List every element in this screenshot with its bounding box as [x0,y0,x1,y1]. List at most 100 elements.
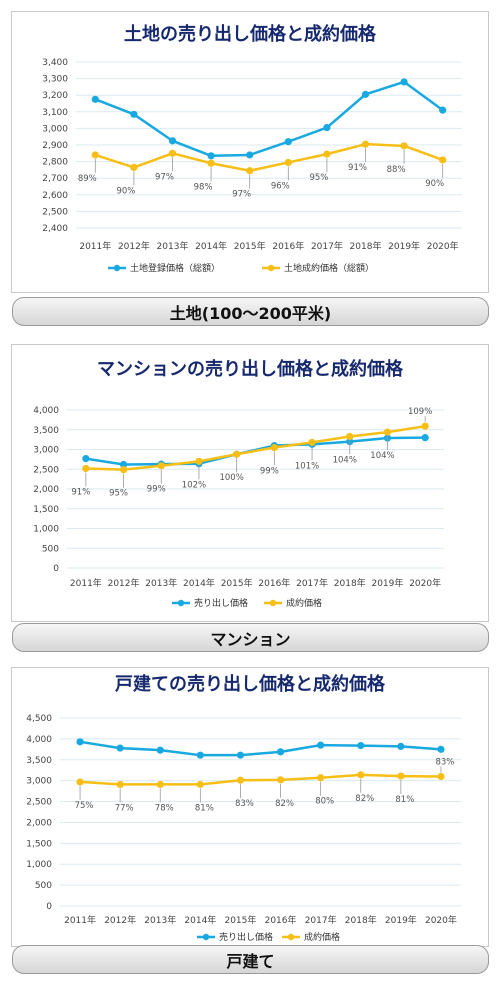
data-point-1 [76,738,84,746]
data-point-2 [357,771,365,779]
ratio-label: 100% [219,473,243,483]
y-tick-label: 3,500 [33,426,59,436]
x-tick-label: 2013年 [157,240,189,252]
data-point-2 [270,443,278,452]
ratio-label: 82% [275,799,294,809]
data-point-2 [195,457,203,465]
legend-marker [269,599,277,607]
x-tick-label: 2017年 [305,914,337,926]
y-tick-label: 500 [42,544,59,554]
series-line-1 [79,740,442,757]
data-point-1 [82,454,90,463]
y-tick-label: 3,400 [42,58,68,68]
ratio-label: 97% [155,172,174,182]
ratio-label: 88% [387,165,406,175]
data-point-1 [397,742,405,751]
section-label-land: 土地(100〜200平米) [12,297,489,326]
x-tick-label: 2016年 [258,577,290,589]
data-point-2 [236,776,245,784]
series-line-2 [85,424,426,471]
data-point-1 [91,95,99,103]
data-point-2 [207,159,215,167]
y-tick-label: 1,000 [33,525,59,535]
x-tick-label: 2013年 [145,577,177,589]
ratio-label: 99% [260,467,279,477]
x-tick-label: 2012年 [118,240,150,252]
y-tick-label: 3,000 [42,124,68,134]
y-tick-label: 4,500 [26,714,52,724]
ratio-label: 82% [355,794,374,804]
ratio-label: 81% [395,795,414,805]
data-point-2 [119,466,128,474]
legend-marker [177,599,185,607]
y-tick-label: 2,500 [33,465,59,475]
data-point-2 [383,428,392,436]
chart-panel-mansion: マンションの売り出し価格と成約価格 0 500 1,000 1,500 2,000 2,50… [11,344,489,622]
data-point-1 [156,746,164,754]
ratio-label: 81% [195,803,214,813]
y-tick-label: 1,500 [33,505,59,515]
y-tick-label: 3,100 [42,108,68,118]
y-tick-label: 2,000 [26,818,52,828]
y-tick-label: 2,800 [42,158,68,168]
ratio-label: 109% [408,407,432,417]
data-point-1 [207,152,215,160]
x-tick-label: 2019年 [385,914,417,926]
series-line-1 [94,80,444,158]
ratio-label: 91% [71,487,90,497]
data-point-2 [400,142,408,150]
y-tick-label: 2,600 [42,191,68,201]
y-tick-label: 1,000 [26,860,52,870]
legend-entry: 売り出し価格 [194,597,248,609]
x-tick-label: 2011年 [70,577,102,589]
legend-entry: 成約価格 [286,597,322,609]
land-price-chart: 土地の売り出し価格と成約価格 2,400 2,500 2,600 2,700 2,800 2… [42,23,462,274]
ratio-label: 95% [309,173,328,183]
y-tick-label: 2,000 [33,485,59,495]
y-tick-label: 2,400 [42,224,68,234]
legend-entry: 土地登録価格（総額） [130,262,220,274]
y-tick-label: 1,500 [26,839,52,849]
legend-marker [287,933,295,941]
ratio-label: 101% [295,461,319,471]
series-line-2 [94,142,444,172]
data-point-2 [82,464,90,473]
data-point-2 [308,438,316,446]
ratio-label: 78% [155,803,174,813]
legend-entry: 売り出し価格 [219,931,273,943]
data-point-2 [361,140,370,148]
ratio-label: 77% [115,803,134,813]
legend-marker [202,933,210,941]
x-tick-label: 2016年 [265,914,297,926]
section-label-mansion: マンション [12,623,489,652]
data-point-1 [196,751,204,759]
data-point-2 [317,774,325,782]
chart-panel-land: 土地の売り出し価格と成約価格 2,400 2,500 2,600 2,700 2,800 2… [11,11,489,293]
legend-entry: 成約価格 [304,931,340,943]
y-tick-label: 0 [53,564,59,574]
y-tick-label: 2,900 [42,141,68,151]
ratio-label: 90% [425,179,444,189]
x-tick-label: 2016年 [272,240,304,252]
data-point-2 [323,150,331,158]
ratio-label: 98% [194,182,213,192]
data-point-1 [276,748,285,756]
ratio-label: 91% [348,163,367,173]
y-tick-label: 3,000 [26,777,52,787]
house-price-chart: 戸建ての売り出し価格と成約価格 0 500 1,000 1,500 2,000 2,500 3… [26,673,461,943]
y-tick-label: 0 [46,902,52,912]
y-tick-label: 3,500 [26,756,52,766]
ratio-label: 99% [147,485,166,495]
data-point-2 [76,778,84,786]
x-tick-label: 2017年 [311,240,343,252]
x-tick-label: 2015年 [224,914,256,926]
x-tick-label: 2020年 [427,240,459,252]
data-point-1 [284,138,292,146]
ratio-label: 83% [235,799,254,809]
x-tick-label: 2017年 [296,577,328,589]
data-point-1 [323,123,331,132]
data-point-1 [400,78,408,86]
y-tick-label: 2,700 [42,174,68,184]
ratio-label: 102% [182,480,206,490]
data-point-1 [168,137,177,145]
